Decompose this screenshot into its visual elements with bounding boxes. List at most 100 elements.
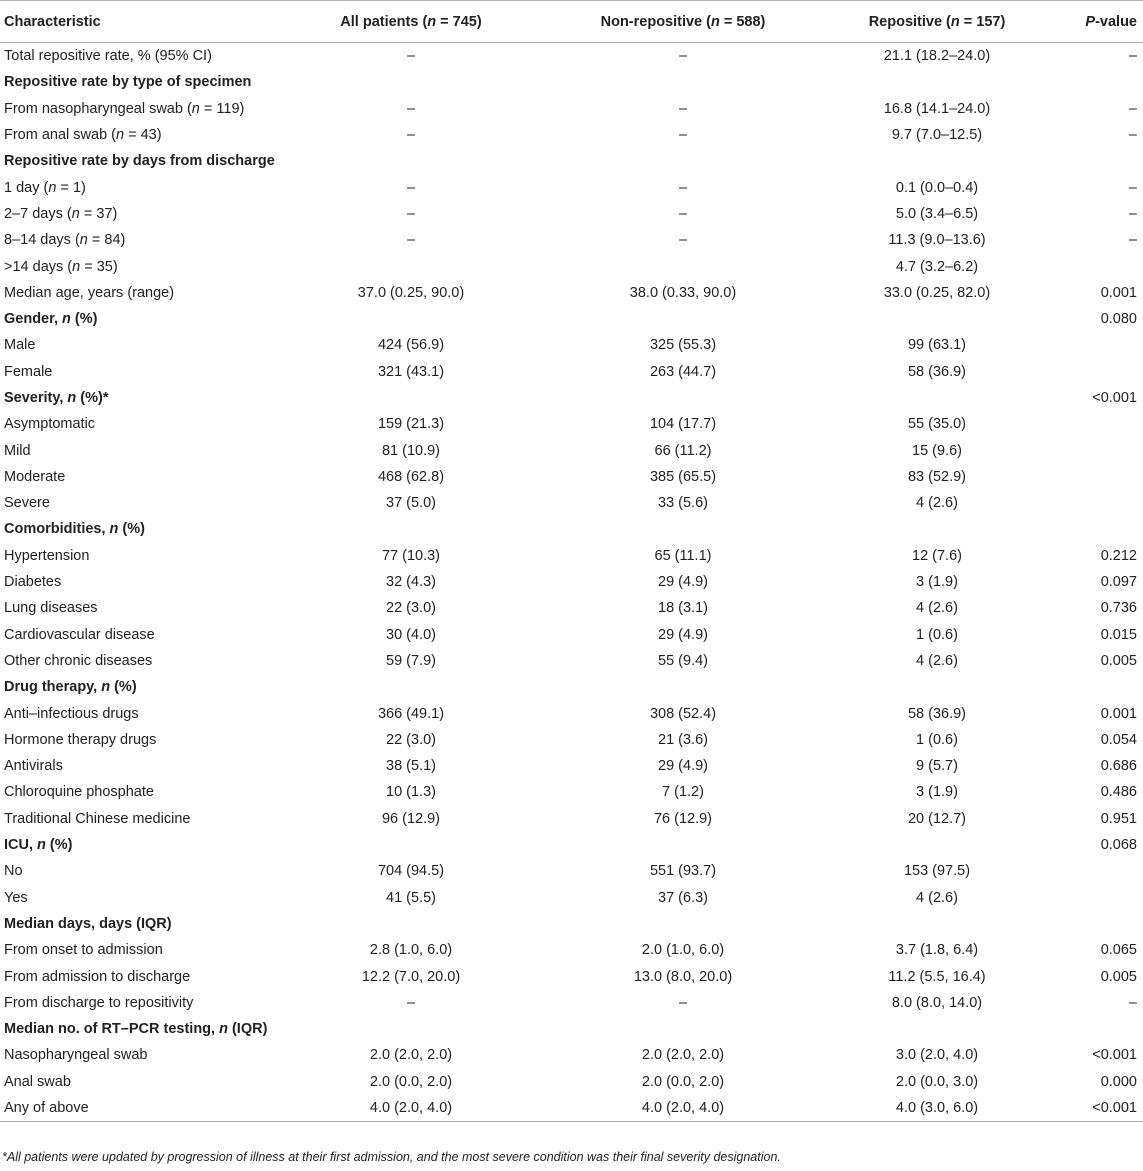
p-value-cell — [1066, 1016, 1143, 1042]
non-repositive-cell — [558, 148, 812, 174]
p-value-cell: 0.015 — [1100, 626, 1137, 643]
all-patients-cell: 10 (1.3) — [386, 784, 436, 801]
repositive-cell: 12 (7.6) — [912, 547, 962, 564]
section-header-row: Gender, n (%) 0.080 — [0, 306, 1143, 332]
p-value-cell: 0.486 — [1100, 784, 1137, 801]
non-repositive-cell: 29 (4.9) — [658, 626, 708, 643]
characteristic-cell: Any of above — [0, 1094, 268, 1123]
table-row: Traditional Chinese medicine 96 (12.9) 76 … — [0, 806, 1143, 832]
all-patients-cell: 30 (4.0) — [386, 626, 436, 643]
p-value-cell: 0.686 — [1100, 758, 1137, 775]
table-row: From admission to discharge 12.2 (7.0, 20… — [0, 963, 1143, 989]
p-value-cell: 0.054 — [1100, 731, 1137, 748]
characteristic-cell: 1 day (n = 1) — [4, 179, 86, 196]
p-value-cell: 0.065 — [1100, 942, 1137, 959]
all-patients-cell: 12.2 (7.0, 20.0) — [361, 968, 461, 985]
section-header-row: Severity, n (%)* <0.001 — [0, 385, 1143, 411]
repositive-cell — [812, 306, 1066, 332]
characteristic-cell: Anti–infectious drugs — [4, 705, 139, 722]
table-row: 1 day (n = 1) – – 0.1 (0.0–0.4) – — [0, 174, 1143, 200]
p-value-cell: – — [1128, 48, 1137, 65]
characteristic-cell: Cardiovascular disease — [4, 626, 155, 643]
all-patients-cell: 424 (56.9) — [377, 337, 445, 354]
p-value-cell: 0.080 — [1100, 311, 1137, 328]
characteristic-cell: Other chronic diseases — [4, 652, 153, 669]
p-value-cell — [1066, 885, 1143, 911]
table-row: Diabetes 32 (4.3) 29 (4.9) 3 (1.9) 0.097 — [0, 569, 1143, 595]
non-repositive-cell: 38.0 (0.33, 90.0) — [629, 284, 737, 301]
p-value-cell: 0.000 — [1100, 1073, 1137, 1090]
non-repositive-cell — [558, 253, 812, 279]
table-row: Anti–infectious drugs 366 (49.1) 308 (52.4… — [0, 700, 1143, 726]
p-value-cell: 0.212 — [1100, 547, 1137, 564]
p-value-cell: 0.001 — [1100, 705, 1137, 722]
repositive-cell: 4 (2.6) — [916, 600, 958, 617]
all-patients-cell — [268, 306, 558, 332]
non-repositive-cell: 325 (55.3) — [649, 337, 717, 354]
p-value-cell — [1066, 148, 1143, 174]
p-value-cell: – — [1128, 232, 1137, 249]
repositive-cell: 55 (35.0) — [907, 416, 967, 433]
non-repositive-cell: 33 (5.6) — [658, 495, 708, 512]
table-row: From nasopharyngeal swab (n = 119) – – 16.8… — [0, 96, 1143, 122]
non-repositive-cell: 2.0 (1.0, 6.0) — [641, 942, 725, 959]
p-value-cell — [1066, 411, 1143, 437]
p-value-cell: – — [1128, 127, 1137, 144]
all-patients-cell: 159 (21.3) — [377, 416, 445, 433]
all-patients-cell: – — [406, 48, 416, 65]
repositive-cell: 9 (5.7) — [916, 758, 958, 775]
non-repositive-cell: – — [678, 179, 688, 196]
non-repositive-cell — [558, 306, 812, 332]
characteristic-cell: Nasopharyngeal swab — [4, 1047, 148, 1064]
characteristic-cell: Median age, years (range) — [4, 284, 175, 301]
non-repositive-cell — [558, 69, 812, 95]
characteristic-cell: Drug therapy, n (%) — [4, 679, 137, 696]
table-row: Antivirals 38 (5.1) 29 (4.9) 9 (5.7) 0.686 — [0, 753, 1143, 779]
non-repositive-cell: 13.0 (8.0, 20.0) — [633, 968, 733, 985]
repositive-cell: 83 (52.9) — [907, 468, 967, 485]
characteristic-cell: Severity, n (%)* — [4, 390, 109, 406]
characteristic-cell: Moderate — [4, 468, 66, 485]
all-patients-cell: 37.0 (0.25, 90.0) — [357, 284, 465, 301]
repositive-cell — [812, 674, 1066, 700]
non-repositive-cell: 18 (3.1) — [658, 600, 708, 617]
p-value-cell: <0.001 — [1092, 1047, 1137, 1064]
all-patients-cell — [268, 253, 558, 279]
characteristic-cell: >14 days (n = 35) — [4, 258, 118, 275]
characteristic-cell: From discharge to repositivity — [4, 994, 194, 1011]
characteristic-cell: Male — [4, 337, 36, 354]
section-header-row: Median no. of RT–PCR testing, n (IQR) — [0, 1016, 1143, 1042]
repositive-cell: 58 (36.9) — [907, 363, 967, 380]
p-value-cell: – — [1128, 100, 1137, 117]
all-patients-cell: 2.0 (2.0, 2.0) — [369, 1047, 453, 1064]
repositive-cell — [812, 385, 1066, 411]
non-repositive-cell: 29 (4.9) — [658, 758, 708, 775]
table-row: Chloroquine phosphate 10 (1.3) 7 (1.2) 3 (1… — [0, 779, 1143, 805]
table-row: Male 424 (56.9) 325 (55.3) 99 (63.1) — [0, 332, 1143, 358]
p-value-cell: <0.001 — [1092, 390, 1137, 406]
non-repositive-cell: 65 (11.1) — [654, 547, 712, 564]
all-patients-cell — [268, 911, 558, 937]
table-row: Total repositive rate, % (95% CI) – – 21.1 … — [0, 43, 1143, 70]
characteristic-cell: Lung diseases — [4, 600, 98, 617]
header-repositive: Repositive (n = 157) — [812, 0, 1066, 43]
characteristic-cell: From onset to admission — [4, 942, 163, 959]
all-patients-cell — [268, 69, 558, 95]
repositive-cell — [812, 911, 1066, 937]
p-value-cell — [1066, 858, 1143, 884]
repositive-cell: 11.2 (5.5, 16.4) — [888, 968, 986, 985]
table-row: Severe 37 (5.0) 33 (5.6) 4 (2.6) — [0, 490, 1143, 516]
all-patients-cell: – — [406, 127, 416, 144]
repositive-cell: 4.7 (3.2–6.2) — [895, 258, 979, 275]
table-row: 8–14 days (n = 84) – – 11.3 (9.0–13.6) – — [0, 227, 1143, 253]
repositive-cell: 9.7 (7.0–12.5) — [891, 127, 983, 144]
p-value-cell: – — [1128, 179, 1137, 196]
repositive-cell — [812, 69, 1066, 95]
characteristic-cell: Asymptomatic — [4, 416, 96, 433]
all-patients-cell: 38 (5.1) — [386, 758, 436, 775]
section-header-row: Median days, days (IQR) — [0, 911, 1143, 937]
table-row: 2–7 days (n = 37) – – 5.0 (3.4–6.5) – — [0, 201, 1143, 227]
table-header-row: Characteristic All patients (n = 745) No… — [0, 0, 1143, 43]
all-patients-cell: – — [406, 205, 416, 222]
p-value-cell — [1066, 332, 1143, 358]
